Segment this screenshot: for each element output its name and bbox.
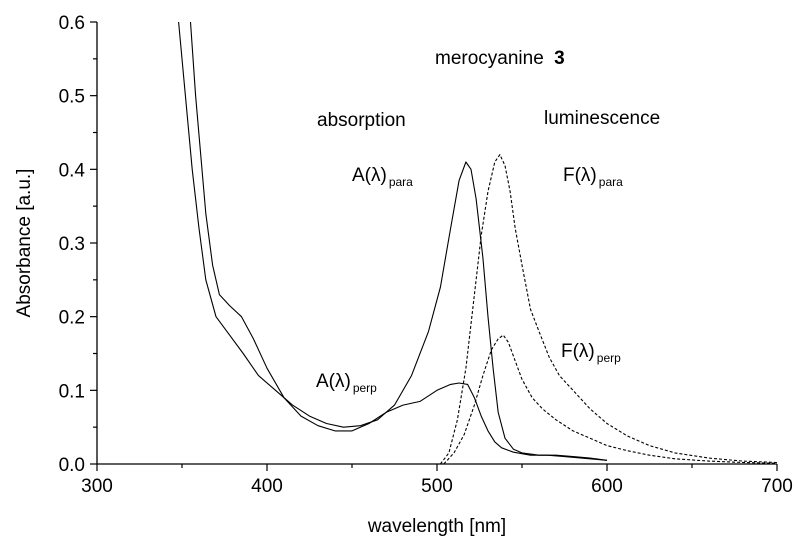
x-tick-label: 600 [591, 476, 623, 497]
axis-tick-labels: 300 400 500 600 700 0.0 0.1 0.2 0.3 0.4 0.5 0.6 [59, 13, 793, 497]
x-axis-title: wavelength [nm] [367, 516, 506, 537]
f-para-label: F(λ) para [563, 165, 623, 189]
y-tick-label: 0.5 [59, 87, 85, 108]
series-line-a-para [178, 21, 608, 461]
y-axis-title: Absorbance [a.u.] [14, 169, 35, 318]
y-tick-label: 0.2 [59, 308, 85, 329]
luminescence-label: luminescence [544, 108, 660, 129]
a-perp-label: A(λ) perp [316, 371, 377, 395]
axis-ticks [90, 21, 778, 471]
chart-title: merocyanine 3 [435, 48, 565, 69]
a-perp-label-main: A(λ) [316, 371, 351, 392]
chart-title-text: merocyanine [435, 48, 544, 69]
f-para-label-sub: para [599, 175, 623, 189]
series-line-f-perp [443, 334, 778, 465]
series-line-a-perp [189, 21, 608, 461]
x-tick-label: 700 [761, 476, 793, 497]
y-tick-label: 0.4 [59, 160, 86, 181]
f-perp-label-main: F(λ) [561, 341, 595, 362]
a-para-label-sub: para [389, 175, 413, 189]
series-line-f-para [439, 154, 778, 465]
f-perp-label: F(λ) perp [561, 341, 621, 365]
f-perp-label-sub: perp [597, 351, 621, 365]
y-tick-label: 0.3 [59, 234, 85, 255]
a-para-label: A(λ) para [352, 165, 413, 189]
chart-title-number: 3 [554, 48, 565, 69]
y-tick-label: 0.0 [59, 455, 85, 476]
x-tick-label: 300 [81, 476, 113, 497]
series-layer [178, 21, 778, 465]
y-tick-label: 0.1 [59, 381, 85, 402]
absorption-label: absorption [317, 110, 406, 131]
a-para-label-main: A(λ) [352, 165, 387, 186]
f-para-label-main: F(λ) [563, 165, 597, 186]
a-perp-label-sub: perp [353, 381, 377, 395]
x-tick-label: 400 [251, 476, 283, 497]
x-tick-label: 500 [421, 476, 453, 497]
y-tick-label: 0.6 [59, 13, 85, 34]
